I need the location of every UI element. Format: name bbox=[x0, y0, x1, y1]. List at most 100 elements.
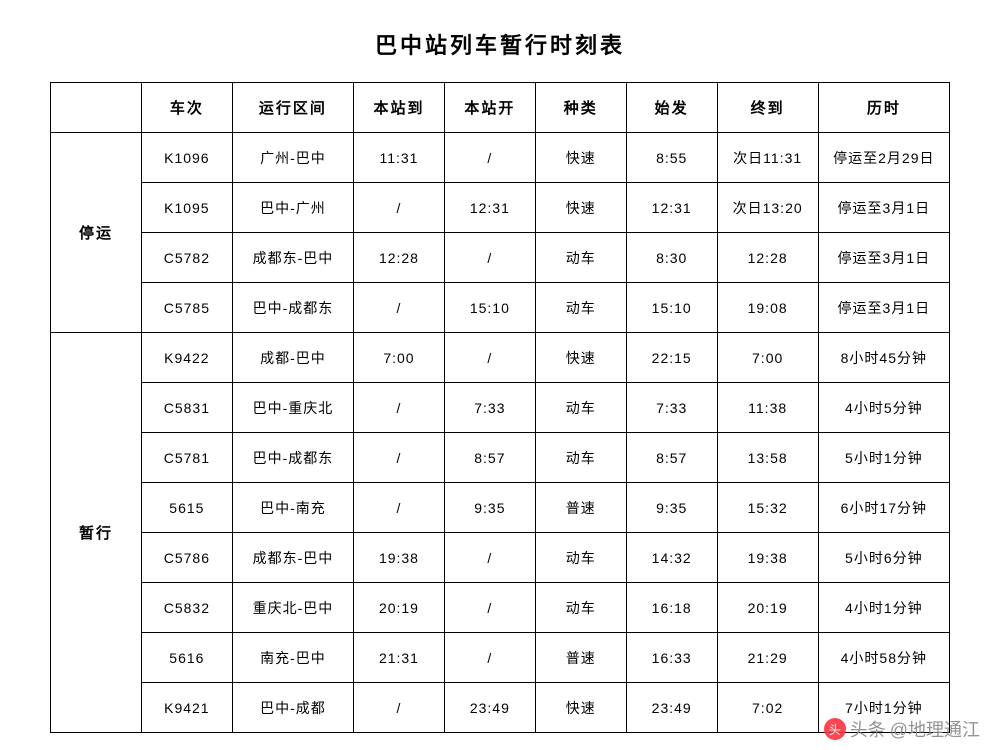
header-type: 种类 bbox=[535, 83, 626, 133]
header-route: 运行区间 bbox=[232, 83, 353, 133]
cell-end: 次日13:20 bbox=[717, 183, 818, 233]
cell-start: 8:30 bbox=[626, 233, 717, 283]
cell-train: C5832 bbox=[141, 583, 232, 633]
cell-start: 16:33 bbox=[626, 633, 717, 683]
cell-depart: 12:31 bbox=[444, 183, 535, 233]
cell-depart: / bbox=[444, 233, 535, 283]
cell-route: 成都东-巴中 bbox=[232, 233, 353, 283]
cell-duration: 5小时1分钟 bbox=[818, 433, 949, 483]
cell-end: 7:02 bbox=[717, 683, 818, 733]
cell-duration: 4小时1分钟 bbox=[818, 583, 949, 633]
cell-depart: / bbox=[444, 633, 535, 683]
cell-start: 7:33 bbox=[626, 383, 717, 433]
watermark-prefix: 头条 bbox=[850, 716, 886, 742]
table-row: 暂行K9422成都-巴中7:00/快速22:157:008小时45分钟 bbox=[51, 333, 950, 383]
cell-train: K9422 bbox=[141, 333, 232, 383]
cell-arrive: 7:00 bbox=[354, 333, 445, 383]
cell-depart: 8:57 bbox=[444, 433, 535, 483]
header-train: 车次 bbox=[141, 83, 232, 133]
cell-start: 8:55 bbox=[626, 133, 717, 183]
status-cell: 暂行 bbox=[51, 333, 142, 733]
cell-duration: 停运至3月1日 bbox=[818, 283, 949, 333]
cell-train: K1096 bbox=[141, 133, 232, 183]
cell-train: C5782 bbox=[141, 233, 232, 283]
cell-start: 14:32 bbox=[626, 533, 717, 583]
cell-start: 9:35 bbox=[626, 483, 717, 533]
table-row: C5831巴中-重庆北/7:33动车7:3311:384小时5分钟 bbox=[51, 383, 950, 433]
cell-arrive: 11:31 bbox=[354, 133, 445, 183]
table-row: C5785巴中-成都东/15:10动车15:1019:08停运至3月1日 bbox=[51, 283, 950, 333]
toutiao-icon: 头 bbox=[824, 718, 846, 740]
table-row: C5832重庆北-巴中20:19/动车16:1820:194小时1分钟 bbox=[51, 583, 950, 633]
table-container: 车次 运行区间 本站到 本站开 种类 始发 终到 历时 停运K1096广州-巴中… bbox=[0, 82, 1000, 733]
cell-type: 动车 bbox=[535, 233, 626, 283]
cell-depart: / bbox=[444, 333, 535, 383]
cell-duration: 停运至2月29日 bbox=[818, 133, 949, 183]
cell-end: 次日11:31 bbox=[717, 133, 818, 183]
status-cell: 停运 bbox=[51, 133, 142, 333]
cell-duration: 8小时45分钟 bbox=[818, 333, 949, 383]
cell-route: 巴中-南充 bbox=[232, 483, 353, 533]
timetable: 车次 运行区间 本站到 本站开 种类 始发 终到 历时 停运K1096广州-巴中… bbox=[50, 82, 950, 733]
cell-type: 快速 bbox=[535, 133, 626, 183]
cell-arrive: 19:38 bbox=[354, 533, 445, 583]
header-duration: 历时 bbox=[818, 83, 949, 133]
cell-arrive: / bbox=[354, 383, 445, 433]
cell-train: C5781 bbox=[141, 433, 232, 483]
header-start: 始发 bbox=[626, 83, 717, 133]
cell-route: 广州-巴中 bbox=[232, 133, 353, 183]
header-end: 终到 bbox=[717, 83, 818, 133]
cell-duration: 6小时17分钟 bbox=[818, 483, 949, 533]
cell-route: 巴中-成都东 bbox=[232, 283, 353, 333]
cell-train: 5615 bbox=[141, 483, 232, 533]
cell-type: 动车 bbox=[535, 383, 626, 433]
cell-type: 快速 bbox=[535, 683, 626, 733]
cell-type: 普速 bbox=[535, 633, 626, 683]
cell-route: 巴中-成都东 bbox=[232, 433, 353, 483]
table-row: C5781巴中-成都东/8:57动车8:5713:585小时1分钟 bbox=[51, 433, 950, 483]
header-status bbox=[51, 83, 142, 133]
cell-train: K9421 bbox=[141, 683, 232, 733]
cell-duration: 5小时6分钟 bbox=[818, 533, 949, 583]
cell-start: 15:10 bbox=[626, 283, 717, 333]
cell-type: 动车 bbox=[535, 533, 626, 583]
cell-type: 快速 bbox=[535, 183, 626, 233]
cell-end: 19:38 bbox=[717, 533, 818, 583]
cell-type: 动车 bbox=[535, 433, 626, 483]
cell-route: 巴中-广州 bbox=[232, 183, 353, 233]
watermark-author: @地理通江 bbox=[890, 716, 980, 742]
cell-train: C5785 bbox=[141, 283, 232, 333]
cell-end: 13:58 bbox=[717, 433, 818, 483]
cell-arrive: / bbox=[354, 433, 445, 483]
cell-arrive: / bbox=[354, 683, 445, 733]
cell-end: 11:38 bbox=[717, 383, 818, 433]
cell-start: 8:57 bbox=[626, 433, 717, 483]
cell-type: 普速 bbox=[535, 483, 626, 533]
header-row: 车次 运行区间 本站到 本站开 种类 始发 终到 历时 bbox=[51, 83, 950, 133]
cell-arrive: / bbox=[354, 283, 445, 333]
table-row: C5786成都东-巴中19:38/动车14:3219:385小时6分钟 bbox=[51, 533, 950, 583]
header-arrive: 本站到 bbox=[354, 83, 445, 133]
cell-duration: 4小时5分钟 bbox=[818, 383, 949, 433]
cell-start: 16:18 bbox=[626, 583, 717, 633]
cell-duration: 停运至3月1日 bbox=[818, 183, 949, 233]
cell-end: 15:32 bbox=[717, 483, 818, 533]
cell-depart: / bbox=[444, 583, 535, 633]
cell-arrive: 21:31 bbox=[354, 633, 445, 683]
cell-depart: 7:33 bbox=[444, 383, 535, 433]
cell-start: 12:31 bbox=[626, 183, 717, 233]
cell-type: 快速 bbox=[535, 333, 626, 383]
cell-arrive: 12:28 bbox=[354, 233, 445, 283]
cell-depart: / bbox=[444, 533, 535, 583]
cell-type: 动车 bbox=[535, 583, 626, 633]
table-row: 5615巴中-南充/9:35普速9:3515:326小时17分钟 bbox=[51, 483, 950, 533]
cell-arrive: 20:19 bbox=[354, 583, 445, 633]
cell-end: 7:00 bbox=[717, 333, 818, 383]
cell-duration: 4小时58分钟 bbox=[818, 633, 949, 683]
cell-end: 12:28 bbox=[717, 233, 818, 283]
cell-end: 19:08 bbox=[717, 283, 818, 333]
cell-train: K1095 bbox=[141, 183, 232, 233]
cell-route: 巴中-重庆北 bbox=[232, 383, 353, 433]
cell-route: 成都-巴中 bbox=[232, 333, 353, 383]
table-row: 停运K1096广州-巴中11:31/快速8:55次日11:31停运至2月29日 bbox=[51, 133, 950, 183]
